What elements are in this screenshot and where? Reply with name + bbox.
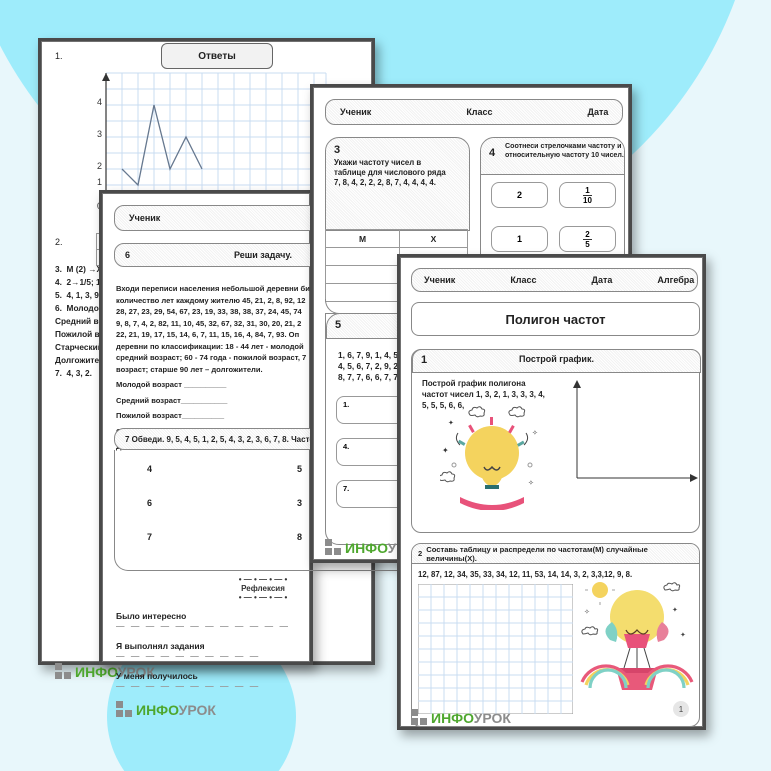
svg-text:CREATIVITY: CREATIVITY [477, 499, 507, 505]
svg-text:✦: ✦ [672, 606, 678, 614]
svg-text:1: 1 [97, 177, 102, 187]
svg-text:✧: ✧ [584, 608, 590, 616]
svg-text:✧: ✧ [532, 429, 538, 437]
svg-text:✦: ✦ [442, 446, 449, 455]
svg-text:✦: ✦ [680, 631, 686, 639]
svg-text:4: 4 [97, 97, 102, 107]
svg-text:✦: ✦ [448, 419, 454, 427]
svg-text:2: 2 [97, 161, 102, 171]
svg-text:3: 3 [97, 129, 102, 139]
svg-text:✧: ✧ [528, 479, 534, 487]
